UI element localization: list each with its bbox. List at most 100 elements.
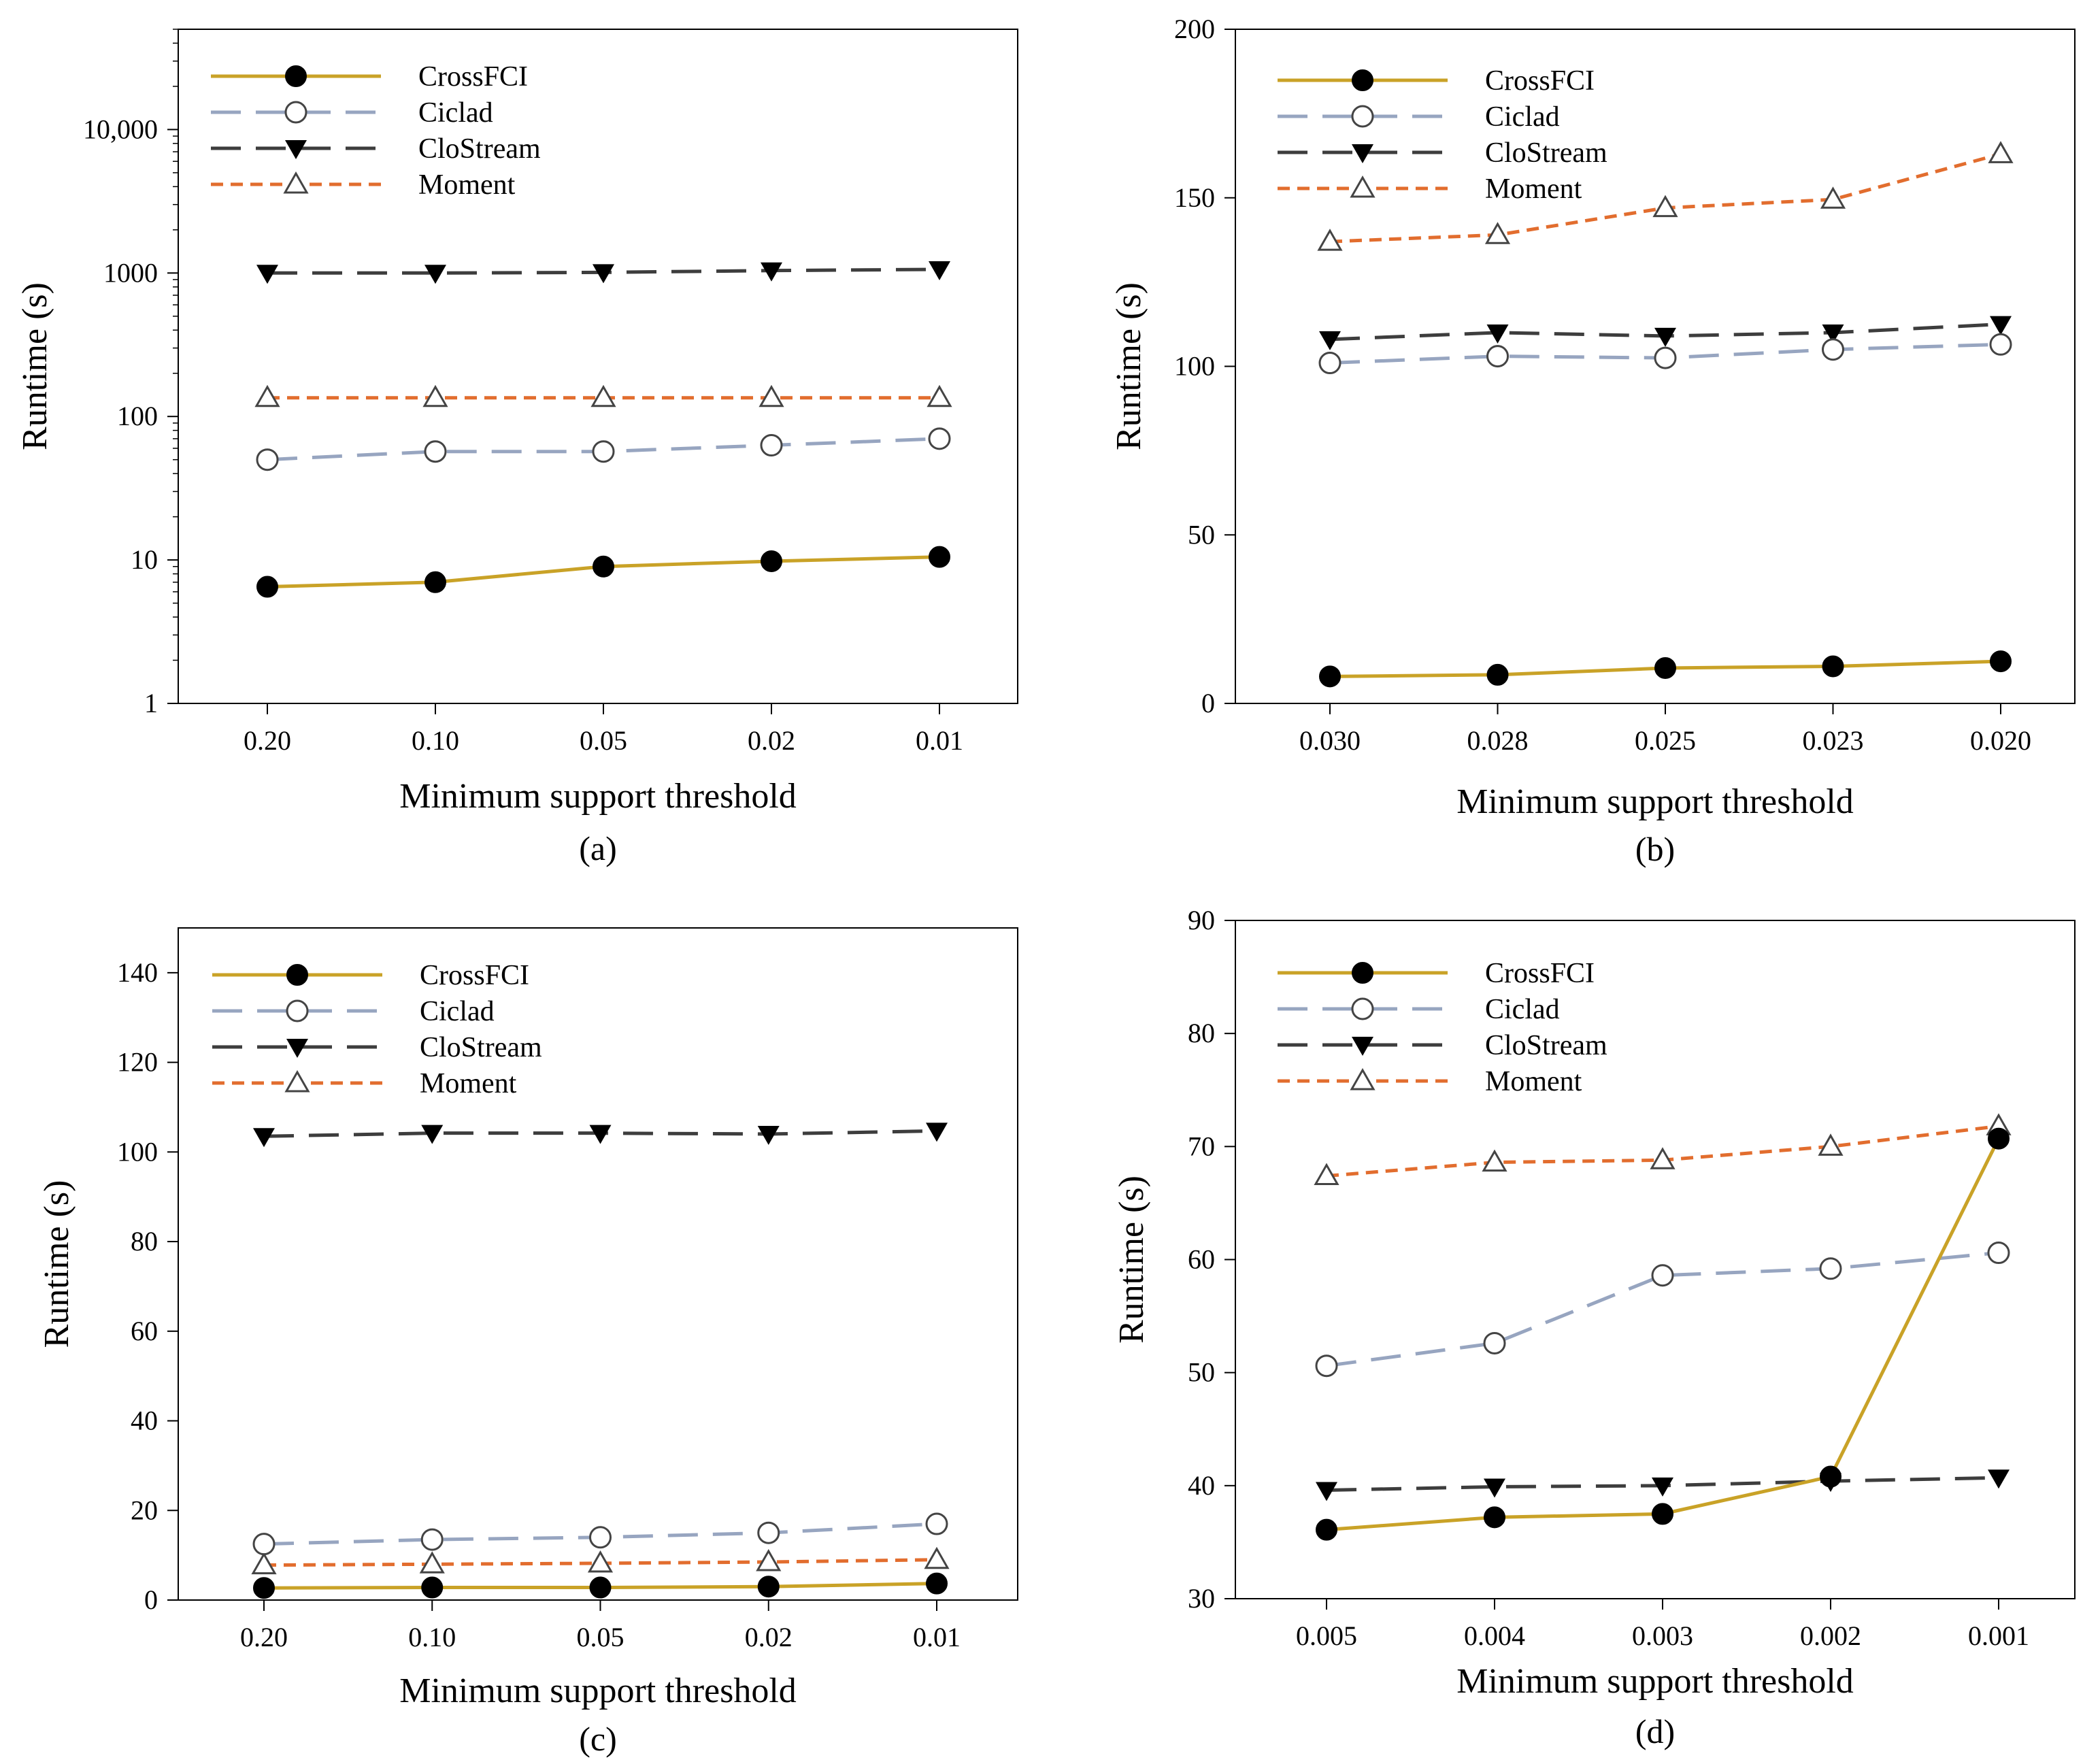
panel-a-ytick-label: 10 [131, 544, 158, 575]
panel-a-series-clostream-point [761, 262, 782, 282]
panel-d-label: (d) [1635, 1712, 1675, 1750]
panel-b-legend-label: Moment [1485, 173, 1582, 205]
panel-b-series-ciclad-point [1822, 338, 1844, 361]
panel-b-series-ciclad-point [1318, 352, 1341, 375]
panel-c-legend-marker [286, 999, 309, 1022]
panel-b-series-clostream-point [1990, 316, 2012, 335]
panel-a-series-ciclad-point [592, 440, 615, 463]
panel-b-series-moment-point [1652, 195, 1678, 218]
panel-c-axes-frame [178, 927, 1018, 1601]
panel-c-legend-label: Moment [420, 1068, 517, 1099]
panel-a-series-moment-point [590, 384, 616, 407]
panel-c-series-moment-point [419, 1551, 445, 1574]
panel-c-ytick-label: 100 [117, 1136, 158, 1167]
panel-a-series-clostream-point [256, 265, 278, 284]
panel-b-legend-item-ciclad: Ciclad [1278, 101, 1560, 133]
panel-a-series-crossfci [256, 546, 950, 598]
panel-c-xtick-label: 0.02 [745, 1622, 793, 1652]
panel-a-x-axis-title: Minimum support threshold [399, 777, 797, 816]
panel-a-series-ciclad-point [256, 448, 279, 471]
panel-c-legend-label: CrossFCI [420, 960, 529, 991]
panel-b-series-crossfci-point [1654, 656, 1676, 679]
panel-b-legend-label: CrossFCI [1485, 65, 1595, 97]
panel-d-series-moment [1314, 1113, 2012, 1186]
panel-a-legend-item-clostream: CloStream [211, 133, 541, 165]
panel-b-series-crossfci-point [1822, 655, 1844, 678]
panel-b-xtick-label: 0.020 [1970, 725, 2031, 756]
panel-a-legend-item-moment: Moment [211, 169, 516, 201]
panel-d-series-crossfci-point [1316, 1518, 1337, 1541]
panel-c-series-crossfci-point [253, 1577, 275, 1599]
panel-b-xtick-label: 0.028 [1467, 725, 1529, 756]
panel-d-axes-frame [1235, 920, 2076, 1599]
panel-d-series-ciclad-point [1483, 1331, 1506, 1354]
panel-d-series-ciclad-point [1651, 1264, 1674, 1287]
panel-a-xtick-label: 0.01 [916, 725, 963, 756]
panel-c-series-crossfci-point [421, 1576, 444, 1599]
panel-c-series-ciclad-point [420, 1528, 444, 1551]
panel-b-series-crossfci [1319, 650, 2012, 688]
panel-b-ytick-label: 100 [1174, 351, 1215, 382]
panel-c-ytick-label: 60 [131, 1316, 158, 1346]
panel-d-series-moment-point [1482, 1149, 1507, 1172]
panel-a-legend-item-ciclad: Ciclad [211, 97, 493, 129]
panel-b-series-moment [1317, 141, 2014, 251]
panel-b-series-moment-point [1820, 186, 1846, 209]
panel-c-y-axis-title: Runtime (s) [37, 1180, 76, 1348]
panel-d-legend-label: Moment [1485, 1066, 1582, 1097]
panel-d-ytick-label: 80 [1188, 1018, 1215, 1048]
panel-b-legend-marker [1352, 69, 1373, 91]
panel-c-series-moment-point [587, 1550, 614, 1573]
panel-a-series-moment-point [927, 384, 952, 407]
panel-d-ytick-label: 90 [1188, 905, 1215, 935]
panel-d-legend-item-clostream: CloStream [1278, 1030, 1607, 1061]
panel-c-series-ciclad-point [589, 1526, 612, 1549]
panel-a-ytick-label: 10,000 [83, 114, 158, 144]
panel-c-series-clostream-point [926, 1122, 948, 1142]
panel-b-series-clostream-point [1822, 324, 1844, 344]
panel-c-series-moment-point [251, 1552, 277, 1575]
panel-b-xtick-label: 0.023 [1803, 725, 1864, 756]
panel-b-ytick-label: 200 [1174, 14, 1215, 44]
panel-a-series-crossfci-point [593, 555, 614, 578]
panel-b-series-ciclad-point [1486, 345, 1509, 368]
panel-c-ytick-label: 80 [131, 1226, 158, 1257]
panel-d-ytick-label: 70 [1188, 1131, 1215, 1161]
panel-d-x-axis-title: Minimum support threshold [1456, 1662, 1854, 1701]
panel-b-series-crossfci-point [1486, 663, 1509, 686]
panel-b-series-clostream-point [1486, 324, 1509, 344]
panel-d-series-ciclad-point [1987, 1242, 2010, 1265]
panel-c-xtick-label: 0.10 [408, 1622, 456, 1652]
panel-a-y-axis-title: Runtime (s) [16, 282, 54, 450]
panel-a-xtick-label: 0.02 [748, 725, 795, 756]
panel-c-series-moment [251, 1546, 950, 1575]
panel-b-series-ciclad-point [1989, 333, 2012, 356]
panel-a-legend-label: Ciclad [418, 97, 493, 129]
panel-c-ytick-label: 140 [117, 957, 158, 988]
panel-a-series-clostream-point [593, 264, 614, 284]
panel-d-series-clostream-point [1652, 1477, 1673, 1497]
panel-b-legend-label: CloStream [1485, 137, 1607, 169]
panel-c-series-crossfci-point [757, 1576, 780, 1598]
panel-c-ytick-label: 0 [144, 1584, 158, 1615]
panel-b-series-clostream-point [1319, 331, 1341, 350]
panel-c-series-moment-point [924, 1546, 950, 1569]
panel-d-legend-label: Ciclad [1485, 994, 1560, 1025]
panel-b-legend: CrossFCI Ciclad CloStream Moment [1278, 65, 1607, 205]
panel-a-ytick-label: 1000 [103, 257, 158, 288]
panel-d-legend-item-moment: Moment [1278, 1066, 1582, 1097]
panel-a-xtick-label: 0.20 [244, 725, 291, 756]
panel-d-legend-marker [1352, 962, 1373, 984]
panel-c-legend-item-clostream: CloStream [212, 1032, 542, 1063]
panel-d-xtick-label: 0.004 [1464, 1620, 1525, 1651]
panel-d-ytick-label: 40 [1188, 1470, 1215, 1501]
panel-b-legend-marker [1350, 175, 1376, 198]
panel-d-legend-marker [1351, 997, 1374, 1020]
panel-c-series-clostream-point [421, 1125, 444, 1144]
panel-c-x-axis-title: Minimum support threshold [399, 1671, 797, 1710]
panel-d-series-moment-point [1650, 1147, 1676, 1169]
panel-d-series-crossfci [1316, 1127, 2010, 1541]
panel-d-series-clostream-point [1484, 1478, 1505, 1498]
panel-b-series-crossfci-point [1319, 665, 1341, 688]
